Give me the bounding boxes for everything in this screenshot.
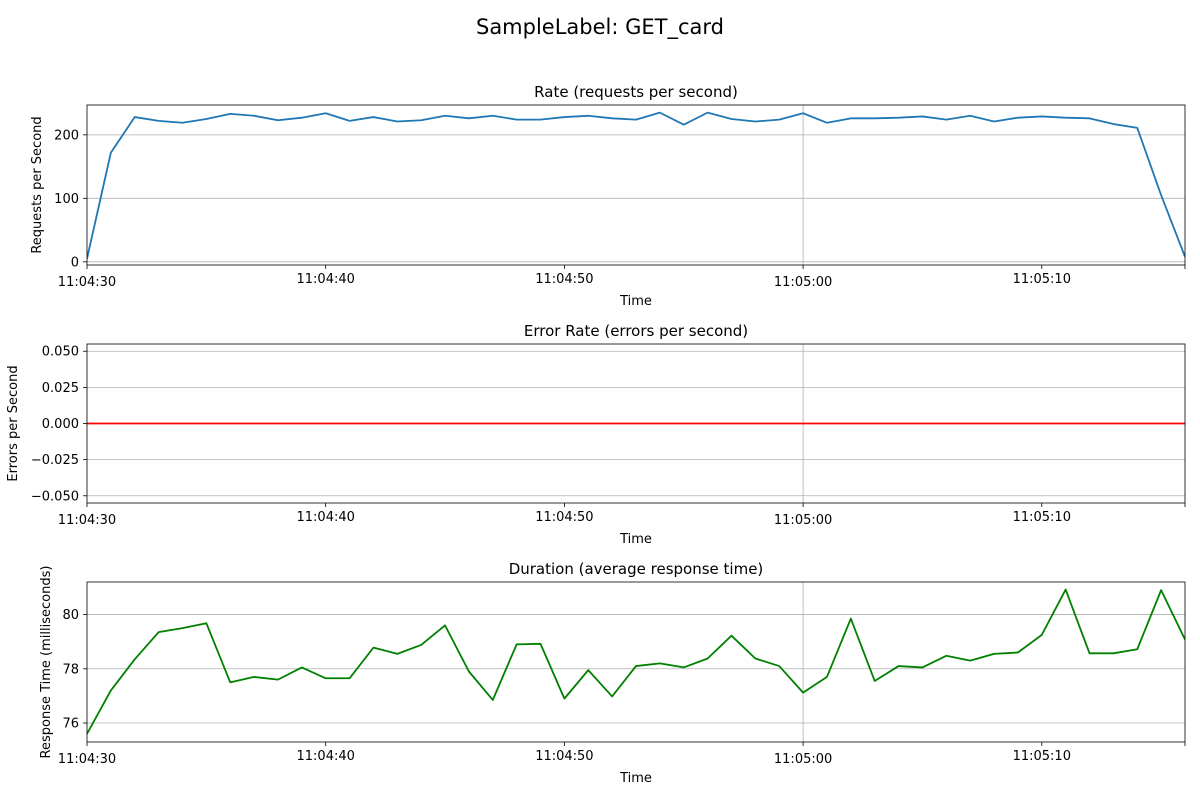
error-rate-chart: −0.050 −0.025 0.000 0.025 0.050 11:04:30 11:04… [6, 322, 1186, 547]
duration-x-tick-label: 11:04:40 [297, 749, 355, 764]
error-rate-y-tick-label: 0.025 [42, 381, 79, 396]
error-rate-y-tick-label: 0.050 [42, 345, 79, 360]
rate-x-tick-label: 11:04:30 [58, 275, 116, 290]
duration-x-axis-label: Time [619, 771, 652, 786]
rate-x-tick-label: 11:04:50 [535, 272, 593, 287]
figure-title: SampleLabel: GET_card [476, 15, 724, 40]
rate-y-axis-label: Requests per Second [30, 116, 45, 253]
rate-series-line [87, 111, 1185, 259]
duration-chart: 76 78 80 11:04:30 11:04:40 11:04:50 11:05:00 11… [39, 560, 1186, 786]
rate-x-axis-label: Time [619, 294, 652, 309]
rate-x-tick-label: 11:05:00 [774, 275, 832, 290]
error-rate-x-tick-label: 11:04:30 [58, 513, 116, 528]
duration-x-tick-label: 11:05:10 [1013, 749, 1071, 764]
duration-x-tick-label: 11:04:50 [535, 749, 593, 764]
duration-x-tick-label: 11:05:00 [774, 752, 832, 767]
duration-y-axis-label: Response Time (milliseconds) [39, 566, 54, 759]
error-rate-y-tick-label: −0.025 [31, 453, 79, 468]
duration-y-tick-label: 76 [62, 717, 79, 732]
error-rate-y-tick-label: 0.000 [42, 417, 79, 432]
error-rate-x-tick-label: 11:05:00 [774, 513, 832, 528]
duration-y-tick-label: 78 [62, 662, 79, 677]
error-rate-y-tick-label: −0.050 [31, 489, 79, 504]
rate-y-tick-label: 200 [54, 128, 79, 143]
duration-x-tick-label: 11:04:30 [58, 752, 116, 767]
error-rate-x-tick-label: 11:04:40 [297, 510, 355, 525]
duration-y-tick-label: 80 [62, 608, 79, 623]
error-rate-x-tick-label: 11:04:50 [535, 510, 593, 525]
error-rate-x-tick-label: 11:05:10 [1013, 510, 1071, 525]
rate-x-tick-label: 11:04:40 [297, 272, 355, 287]
duration-title: Duration (average response time) [509, 560, 764, 578]
error-rate-axes-frame [86, 343, 1186, 504]
rate-axes-frame [86, 104, 1186, 266]
error-rate-title: Error Rate (errors per second) [524, 322, 748, 340]
rate-x-tick-label: 11:05:10 [1013, 272, 1071, 287]
duration-series-line [87, 588, 1185, 735]
rate-y-tick-label: 0 [71, 255, 79, 270]
rate-title: Rate (requests per second) [534, 83, 738, 101]
error-rate-y-axis-label: Errors per Second [6, 365, 21, 481]
rate-chart: 0 100 200 11:04:30 11:04:40 11:04:50 11:05:00 1… [30, 83, 1186, 309]
error-rate-x-axis-label: Time [619, 532, 652, 547]
duration-axes-frame [86, 581, 1186, 743]
rate-y-tick-label: 100 [54, 192, 79, 207]
